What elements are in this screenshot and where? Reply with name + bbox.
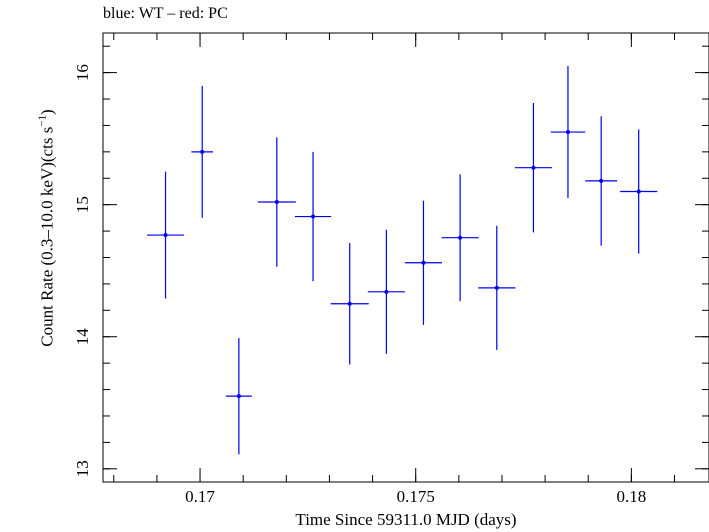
data-marker [599,178,604,183]
data-marker [163,233,168,238]
data-marker [384,289,389,294]
data-point [620,129,658,254]
y-tick-label: 13 [73,460,92,477]
data-marker [565,130,570,135]
y-axis-label-suffix: ) [37,109,57,115]
data-point [257,137,296,267]
x-tick-label: 0.17 [185,487,215,506]
axis-ticks [103,33,709,482]
y-tick-label: 15 [73,196,92,213]
y-tick-label: 16 [73,64,92,81]
x-tick-label: 0.18 [616,487,646,506]
data-point [585,116,618,246]
chart-title: blue: WT – red: PC [103,5,228,22]
data-marker [347,301,352,306]
y-axis-label-superscript: −1 [36,114,49,127]
data-marker [636,189,641,194]
data-marker [236,394,241,399]
data-point [478,225,516,350]
y-axis-label: Count Rate (0.3–10.0 keV)(cts s−1) [37,109,58,346]
data-point [225,338,252,455]
data-marker [494,285,499,290]
data-marker [421,260,426,265]
data-point [330,242,369,365]
data-marker [200,149,205,154]
data-marker [311,214,316,219]
y-axis-label-prefix: Count Rate (0.3–10.0 keV)(cts s [37,126,57,347]
x-tick-label: 0.175 [397,487,435,506]
data-marker [531,165,536,170]
data-point [294,151,332,282]
data-marker [458,235,463,240]
data-point [367,229,405,354]
data-points [146,66,658,455]
data-point [441,174,479,302]
data-marker [274,200,279,205]
y-tick-label: 14 [73,328,92,346]
x-axis-label: Time Since 59311.0 MJD (days) [295,510,517,529]
data-point [191,85,213,218]
data-point [514,102,553,233]
tick-labels: 0.17 0.175 0.18 13 14 15 16 [73,64,646,506]
data-point [404,200,443,325]
data-point [550,66,586,199]
data-point [146,171,185,299]
plot-frame [102,32,709,483]
